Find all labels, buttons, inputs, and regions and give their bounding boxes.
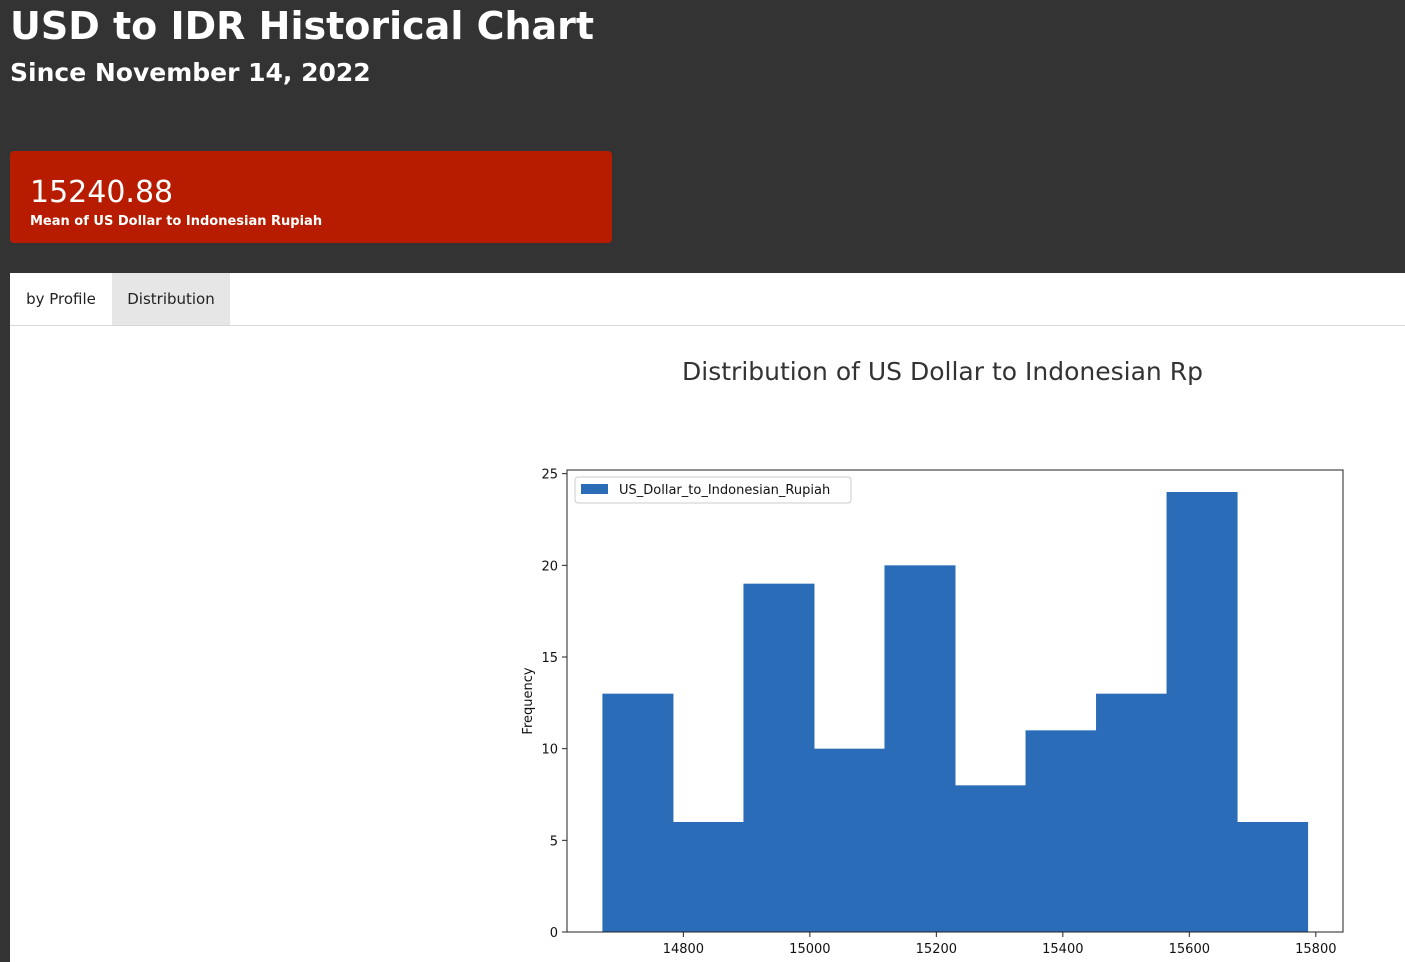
histogram-chart: 14800 15000 15200 15400 15600 15800 0 5 10 15 20 2…: [521, 468, 1344, 957]
histogram-bar: [672, 822, 744, 932]
legend: US_Dollar_to_Indonesian_Rupiah: [574, 476, 852, 504]
plot-frame: [566, 469, 1344, 933]
y-tick-label: 10: [541, 743, 558, 758]
x-tick-label: 15800: [1295, 942, 1336, 957]
tab-bar: by Profile Distribution: [10, 273, 1405, 326]
y-tick-label: 15: [541, 651, 558, 666]
histogram-bar: [955, 785, 1027, 932]
y-tick-label: 20: [541, 559, 558, 574]
y-tick-label: 0: [550, 926, 558, 941]
tab-by-profile[interactable]: by Profile: [26, 290, 96, 308]
mean-value: 15240.88: [30, 175, 174, 210]
y-axis-label: Frequency: [521, 667, 536, 734]
page-subtitle: Since November 14, 2022: [10, 58, 371, 87]
histogram-bar: [602, 693, 674, 932]
histogram-bar: [1096, 693, 1168, 932]
histogram-bar: [884, 565, 956, 932]
x-tick-label: 14800: [663, 942, 704, 957]
tab-distribution[interactable]: Distribution: [112, 273, 230, 325]
histogram-bar: [1237, 822, 1309, 932]
histogram-bar: [1166, 492, 1238, 932]
histogram-bar: [743, 583, 815, 932]
x-tick-label: 15000: [789, 942, 830, 957]
y-tick-label: 25: [541, 468, 558, 483]
mean-stat-card: 15240.88 Mean of US Dollar to Indonesian…: [10, 151, 612, 243]
mean-label: Mean of US Dollar to Indonesian Rupiah: [30, 214, 323, 229]
legend-label: US_Dollar_to_Indonesian_Rupiah: [619, 483, 830, 498]
y-tick-label: 5: [550, 834, 558, 849]
histogram-bar: [1025, 730, 1097, 932]
x-tick-label: 15600: [1169, 942, 1210, 957]
histogram-bar: [813, 748, 885, 932]
x-tick-label: 15400: [1042, 942, 1083, 957]
page-title: USD to IDR Historical Chart: [10, 4, 595, 48]
x-tick-label: 15200: [916, 942, 957, 957]
chart-title: Distribution of US Dollar to Indonesian …: [682, 357, 1203, 386]
legend-swatch: [581, 484, 608, 494]
